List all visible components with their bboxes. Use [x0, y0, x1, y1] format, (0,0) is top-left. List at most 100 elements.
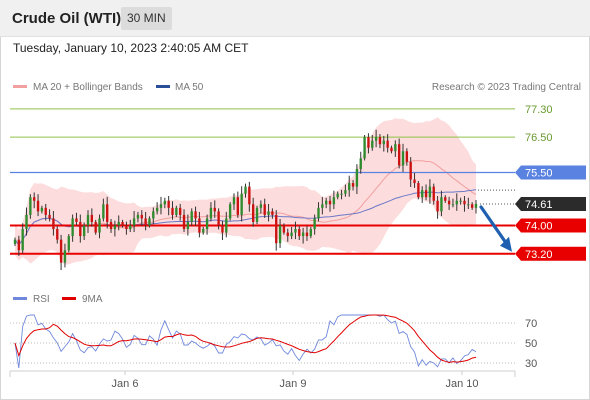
support-tag-74.00	[515, 218, 586, 233]
candle-body	[106, 204, 109, 222]
candle-body	[75, 218, 78, 222]
candle-body	[194, 211, 197, 219]
resistance-label-76.50: 76.50	[525, 132, 553, 144]
pivot-tag	[515, 165, 586, 180]
ma50-swatch	[156, 85, 170, 88]
candle-body	[255, 207, 259, 222]
candle-body	[109, 221, 113, 230]
rsi-tick-30: 30	[525, 358, 537, 370]
candle-body	[344, 190, 347, 194]
candle-body	[44, 207, 47, 215]
candle-body	[470, 204, 474, 208]
candle-body	[56, 229, 59, 240]
key-levels: 77.30 76.50 75.50 74.61 74.00 73.20	[10, 104, 586, 261]
candle-body	[17, 239, 21, 251]
candle-body	[40, 207, 44, 212]
candle-body	[244, 186, 247, 194]
candle-body	[428, 186, 432, 198]
candle-body	[401, 151, 405, 166]
candles	[13, 129, 478, 271]
candle-body	[432, 186, 435, 201]
forecast-arrow-head	[500, 236, 512, 252]
candle-body	[152, 211, 155, 219]
candle-body	[282, 225, 286, 233]
candle-body	[278, 225, 282, 244]
candle-body	[413, 179, 416, 184]
candle-body	[286, 232, 289, 237]
candle-body	[67, 236, 70, 251]
support-label-74.00: 74.00	[525, 221, 553, 233]
legend-ma20-label: MA 20 + Bollinger Bands	[33, 82, 143, 93]
candle-body	[363, 137, 366, 159]
timeframe-button[interactable]: 30 MIN	[121, 7, 172, 30]
candle-body	[271, 211, 274, 215]
candle-body	[463, 200, 466, 205]
candle-body	[275, 214, 278, 244]
candle-body	[440, 197, 443, 212]
candle-body	[221, 225, 224, 233]
candle-body	[148, 218, 151, 226]
candle-body	[467, 204, 470, 206]
candle-body	[94, 221, 97, 233]
candle-body	[340, 193, 343, 195]
ma20-swatch	[13, 85, 27, 88]
rsi-line	[14, 314, 477, 369]
candle-body	[79, 221, 82, 237]
rsi-tick-70: 70	[525, 318, 537, 330]
candle-body	[336, 193, 339, 198]
candle-body	[390, 147, 393, 152]
x-tick-label: Jan 10	[445, 378, 478, 390]
legend-ma9: 9MA	[62, 294, 103, 305]
candle-body	[186, 221, 190, 230]
ma9-swatch	[62, 297, 76, 300]
candle-body	[190, 211, 193, 222]
candle-body	[371, 140, 374, 148]
support-tag-73.20	[515, 246, 586, 261]
candle-body	[33, 197, 36, 201]
candle-body	[313, 218, 316, 230]
candle-body	[394, 144, 397, 152]
candle-body	[328, 200, 332, 205]
candle-body	[225, 218, 228, 233]
candle-body	[202, 229, 205, 233]
legend-rsi: RSI	[13, 294, 50, 305]
candle-body	[455, 200, 458, 205]
candle-body	[267, 211, 270, 215]
candle-body	[125, 225, 128, 230]
candle-body	[179, 207, 182, 215]
candle-body	[317, 207, 320, 219]
candle-body	[167, 200, 170, 208]
candle-body	[405, 151, 409, 162]
candle-body	[228, 204, 232, 219]
candle-body	[351, 183, 355, 187]
candle-body	[321, 204, 324, 208]
candle-body	[52, 218, 55, 230]
rsi-tick-50: 50	[525, 338, 537, 350]
x-tick-label: Jan 6	[112, 378, 139, 390]
candle-body	[48, 214, 51, 219]
candle-body	[259, 204, 263, 208]
candle-body	[397, 144, 401, 166]
candle-body	[409, 161, 412, 180]
candle-body	[36, 200, 40, 212]
candle-body	[21, 229, 24, 251]
candle-body	[305, 232, 309, 237]
candle-body	[348, 183, 351, 191]
candle-body	[459, 200, 462, 202]
legend-ma20: MA 20 + Bollinger Bands	[13, 82, 143, 93]
candle-body	[298, 229, 301, 237]
candle-body	[163, 200, 167, 205]
x-axis: Jan 6 Jan 9 Jan 10	[112, 371, 479, 390]
candle-body	[421, 190, 424, 198]
candle-body	[117, 221, 120, 226]
candle-body	[359, 158, 362, 169]
x-tick-label: Jan 9	[280, 378, 307, 390]
candle-body	[71, 218, 74, 237]
candle-body	[217, 211, 220, 226]
candle-body	[294, 229, 297, 233]
instrument-title: Crude Oil (WTI)	[12, 10, 122, 27]
legend-ma50: MA 50	[156, 82, 204, 93]
last-price-tag	[515, 196, 586, 211]
candle-body	[144, 218, 147, 226]
